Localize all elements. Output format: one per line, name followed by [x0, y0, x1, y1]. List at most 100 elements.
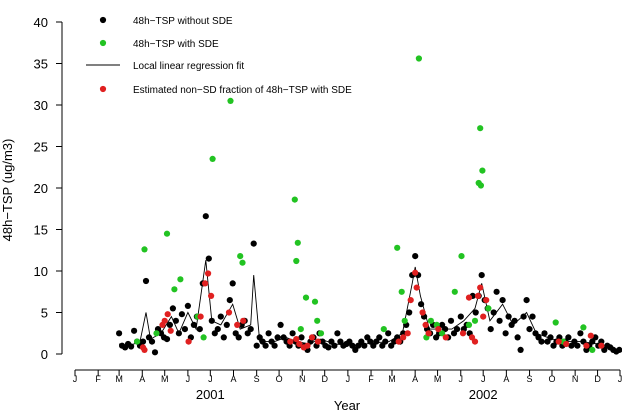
x-tick-label: N [299, 374, 306, 384]
point-without-sde [325, 344, 332, 351]
point-non-sd-fraction [583, 342, 590, 349]
point-with-sde [294, 239, 301, 246]
y-tick-label: 0 [41, 347, 48, 362]
point-without-sde [181, 326, 188, 333]
point-without-sde [220, 334, 227, 341]
point-non-sd-fraction [197, 313, 204, 320]
legend-label: Local linear regression fit [133, 61, 244, 72]
point-without-sde [361, 342, 368, 349]
point-non-sd-fraction [234, 321, 241, 328]
point-without-sde [274, 334, 281, 341]
point-without-sde [178, 311, 185, 318]
point-non-sd-fraction [167, 327, 174, 334]
point-with-sde [479, 167, 486, 174]
x-tick-label: A [503, 374, 509, 384]
point-without-sde [382, 338, 389, 345]
point-without-sde [418, 301, 425, 308]
x-tick-label: D [594, 374, 601, 384]
point-non-sd-fraction [407, 297, 414, 304]
point-non-sd-fraction [395, 338, 402, 345]
point-without-sde [131, 327, 138, 334]
x-tick-label: J [73, 374, 78, 384]
point-non-sd-fraction [308, 334, 316, 341]
point-without-sde [412, 253, 419, 260]
point-without-sde [289, 330, 296, 337]
point-with-sde [293, 257, 300, 265]
point-without-sde [511, 317, 518, 324]
point-without-sde [523, 297, 530, 304]
point-without-sde [574, 342, 581, 349]
point-non-sd-fraction [587, 332, 594, 339]
point-without-sde [298, 334, 305, 341]
point-non-sd-fraction [404, 330, 411, 337]
year-label: 2001 [196, 387, 225, 402]
point-with-sde [439, 330, 446, 337]
point-without-sde [175, 330, 182, 337]
x-tick-label: S [254, 374, 260, 384]
point-with-sde [394, 244, 401, 251]
y-tick-label: 5 [41, 306, 48, 321]
legend-label: 48h−TSP with SDE [133, 39, 219, 50]
point-non-sd-fraction [555, 338, 562, 345]
x-tick-label: M [161, 374, 169, 384]
point-non-sd-fraction [208, 292, 215, 299]
point-non-sd-fraction [161, 317, 168, 324]
point-with-sde [297, 326, 304, 333]
point-non-sd-fraction [483, 297, 490, 304]
x-tick-label: F [95, 374, 101, 384]
point-without-sde [502, 330, 509, 337]
point-without-sde [517, 346, 524, 353]
point-without-sde [139, 338, 147, 345]
point-with-sde [317, 330, 325, 337]
point-without-sde [253, 342, 260, 349]
x-tick-label: M [388, 374, 396, 384]
point-without-sde [172, 317, 179, 324]
point-without-sde [541, 330, 548, 337]
point-non-sd-fraction [296, 340, 303, 348]
legend-point-swatch [99, 16, 107, 24]
point-without-sde [505, 313, 512, 320]
point-without-sde [490, 309, 497, 316]
x-tick-label: D [321, 374, 328, 384]
point-without-sde [565, 334, 572, 341]
legend-label: Estimated non−SD fraction of 48h−TSP wit… [133, 85, 352, 96]
x-tick-label: M [115, 374, 123, 384]
point-without-sde [406, 309, 413, 316]
point-non-sd-fraction [442, 334, 449, 341]
point-non-sd-fraction [164, 311, 171, 318]
y-tick-label: 15 [34, 223, 48, 238]
point-with-sde [141, 246, 148, 253]
point-non-sd-fraction [314, 338, 322, 345]
point-with-sde [227, 97, 234, 104]
point-without-sde [577, 330, 584, 337]
point-without-sde [190, 321, 197, 328]
axes: 0 5 10 15 20 25 30 35 40 J F M A M J J A S O N D J F M A M J J A S O N D… [34, 15, 622, 402]
point-non-sd-fraction [422, 321, 429, 328]
point-without-sde [385, 330, 392, 337]
point-with-sde [485, 305, 492, 312]
y-tick-label: 30 [34, 98, 48, 113]
point-non-sd-fraction [293, 336, 300, 343]
x-tick-label: J [208, 374, 213, 384]
point-non-sd-fraction [474, 292, 482, 299]
point-non-sd-fraction [419, 309, 426, 316]
point-with-sde [471, 317, 479, 324]
point-with-sde [311, 298, 319, 305]
point-without-sde [453, 326, 461, 333]
x-tick-label: M [434, 374, 442, 384]
point-non-sd-fraction [459, 330, 467, 337]
point-with-sde [209, 155, 216, 162]
point-without-sde [205, 255, 212, 262]
x-tick-label: F [368, 374, 374, 384]
point-without-sde [151, 349, 159, 356]
point-non-sd-fraction [287, 338, 294, 345]
point-with-sde [465, 321, 473, 328]
point-with-sde [477, 182, 484, 189]
point-without-sde [547, 334, 554, 341]
point-non-sd-fraction [205, 270, 212, 277]
point-with-sde [552, 319, 559, 326]
point-without-sde [514, 334, 521, 341]
x-tick-label: J [346, 374, 351, 384]
point-without-sde [334, 330, 341, 337]
